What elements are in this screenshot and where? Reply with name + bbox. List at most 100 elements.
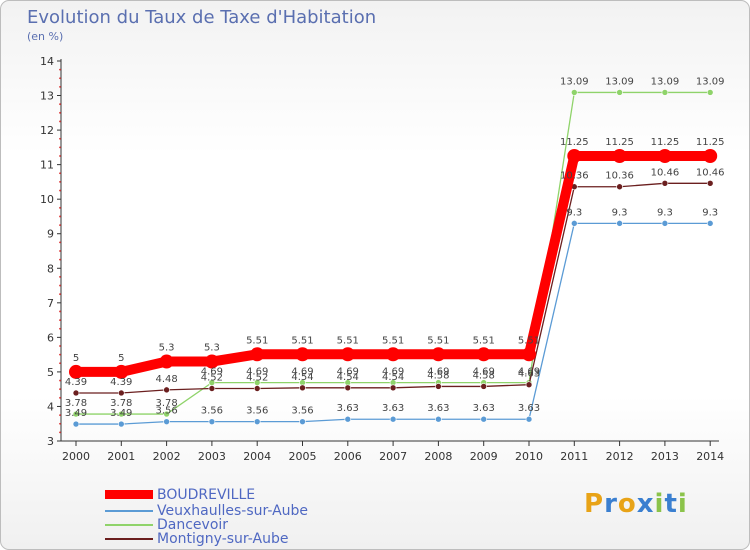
data-point	[616, 183, 623, 191]
data-point	[250, 347, 265, 362]
data-point	[570, 220, 578, 227]
data-label: 5.51	[246, 335, 268, 346]
y-minor-tick	[59, 353, 61, 356]
data-label: 5	[118, 353, 124, 364]
data-label: 4.52	[201, 372, 223, 383]
legend-item-veuxhaulles: Veuxhaulles-sur-Aube	[105, 502, 309, 519]
data-point	[525, 381, 533, 388]
data-point	[114, 364, 129, 379]
y-minor-tick	[59, 146, 61, 149]
data-point	[389, 415, 397, 423]
data-point	[204, 354, 219, 369]
data-point	[340, 347, 355, 362]
legend-item-dancevoir: Dancevoir	[105, 516, 229, 533]
y-minor-tick	[59, 327, 61, 330]
data-label: 4.54	[337, 372, 359, 383]
y-minor-tick	[59, 86, 61, 88]
data-label: 3.63	[518, 403, 540, 414]
legend-label: Dancevoir	[157, 516, 229, 533]
y-tick-label: 10	[40, 193, 54, 206]
y-tick-label: 8	[47, 262, 54, 275]
data-label: 4.69	[382, 367, 404, 378]
x-tick-label: 2013	[651, 450, 679, 463]
data-point	[389, 384, 397, 392]
legend-item-boudreville: BOUDREVILLE	[105, 486, 256, 503]
data-label: 3.56	[291, 406, 313, 417]
y-minor-tick	[59, 111, 61, 114]
data-label: 4.54	[382, 372, 404, 383]
data-label: 5	[73, 353, 79, 364]
data-point	[386, 347, 401, 362]
data-label: 5.51	[427, 335, 449, 346]
data-point	[159, 354, 174, 369]
data-point	[72, 420, 80, 428]
data-label: 9.3	[612, 207, 628, 218]
data-point	[69, 364, 83, 379]
data-point	[706, 89, 714, 96]
data-label: 3.63	[473, 403, 495, 414]
y-minor-tick	[59, 258, 61, 261]
data-point	[476, 347, 491, 362]
y-minor-tick	[59, 431, 61, 434]
data-point	[657, 149, 672, 163]
y-tick-label: 9	[47, 228, 54, 241]
data-point	[435, 383, 442, 390]
data-point	[661, 220, 669, 227]
x-tick-label: 2001	[107, 450, 135, 463]
data-point	[616, 220, 623, 227]
data-label: 9.3	[566, 207, 582, 218]
y-minor-tick	[59, 396, 61, 399]
data-label: 3.63	[427, 403, 449, 414]
data-label: 3.78	[155, 398, 177, 409]
y-minor-tick	[59, 155, 61, 157]
logo-letter: o	[617, 489, 637, 519]
legend-item-montigny: Montigny-sur-Aube	[105, 530, 289, 547]
data-label: 5.51	[473, 335, 495, 346]
data-point	[208, 385, 216, 392]
legend-label: Montigny-sur-Aube	[157, 530, 289, 547]
data-label: 10.46	[651, 167, 680, 178]
data-point	[612, 149, 627, 163]
data-label: 3.63	[382, 403, 404, 414]
y-minor-tick	[59, 120, 61, 123]
y-minor-tick	[59, 189, 61, 192]
data-label: 5.51	[337, 335, 359, 346]
data-label: 9.3	[657, 207, 673, 218]
data-label: 3.56	[201, 406, 223, 417]
y-tick-label: 7	[47, 297, 54, 310]
data-label: 10.36	[605, 171, 634, 182]
x-tick-label: 2003	[198, 450, 226, 463]
data-label: 13.09	[605, 76, 634, 87]
legend-label: BOUDREVILLE	[157, 486, 256, 503]
logo-letter: i	[654, 489, 665, 519]
data-point	[435, 415, 442, 423]
data-label: 4.52	[246, 372, 268, 383]
x-tick-label: 2000	[62, 450, 90, 463]
x-tick-label: 2004	[243, 450, 271, 463]
y-tick-label: 11	[40, 159, 54, 172]
y-minor-tick	[59, 276, 61, 278]
y-minor-tick	[59, 224, 61, 226]
data-label: 10.46	[696, 167, 725, 178]
y-tick-label: 5	[47, 366, 54, 379]
logo-letter: i	[677, 489, 688, 519]
x-tick-label: 2008	[424, 450, 452, 463]
data-point	[616, 89, 623, 96]
x-tick-label: 2007	[379, 450, 407, 463]
data-label: 4.63	[518, 369, 540, 380]
data-label: 9.3	[702, 207, 718, 218]
x-tick-label: 2005	[289, 450, 317, 463]
y-tick-label: 4	[47, 400, 54, 413]
data-point	[703, 149, 718, 163]
data-point	[118, 389, 125, 397]
data-label: 5.51	[291, 335, 313, 346]
data-point	[72, 410, 80, 418]
data-point	[299, 418, 306, 425]
chart-unit-label: (en %)	[27, 30, 64, 43]
legend-label: Veuxhaulles-sur-Aube	[157, 502, 309, 519]
y-minor-tick	[59, 345, 61, 347]
data-label: 4.69	[427, 367, 449, 378]
y-minor-tick	[59, 103, 61, 106]
y-minor-tick	[59, 181, 61, 183]
